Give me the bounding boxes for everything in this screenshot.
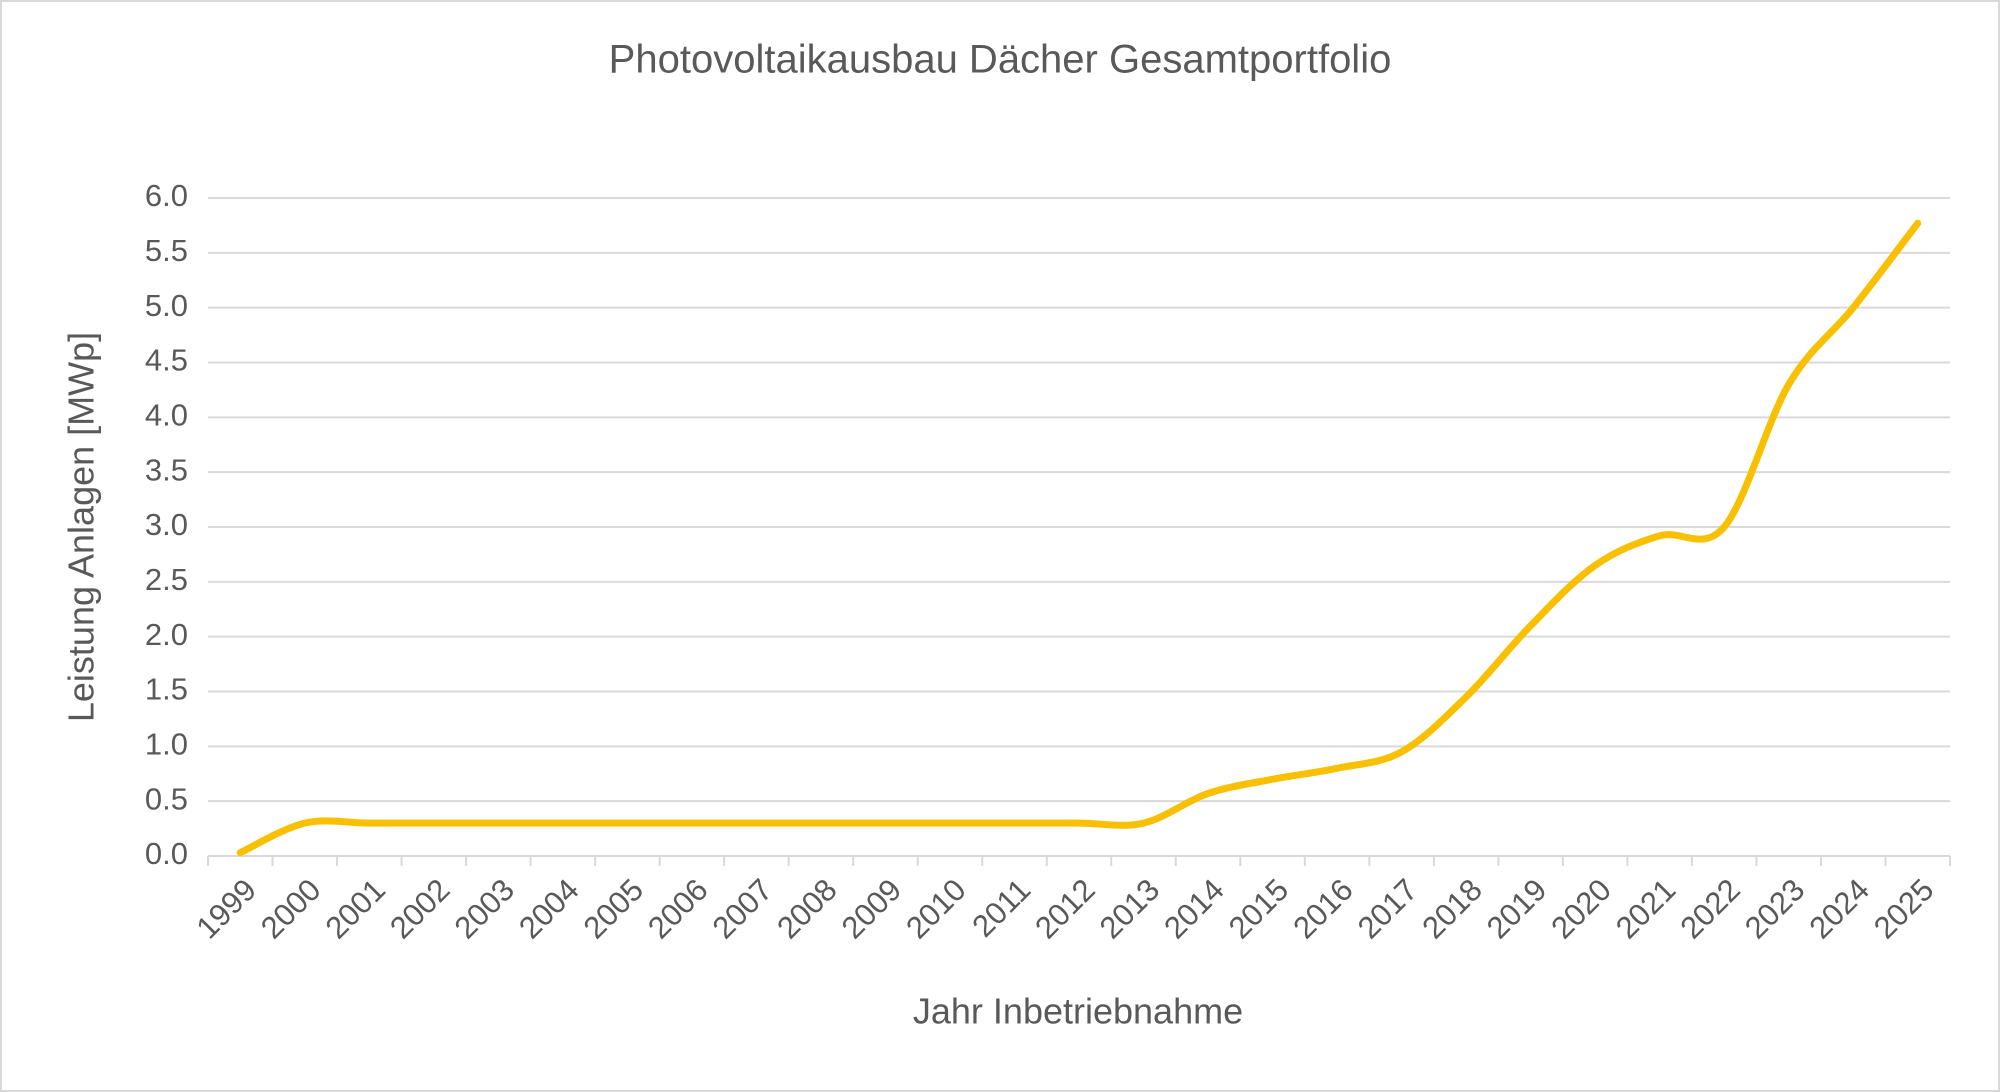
y-tick-label: 2.0 <box>145 617 188 652</box>
y-tick-label: 3.5 <box>145 452 188 487</box>
y-tick-label: 0.5 <box>145 781 188 816</box>
y-tick-label: 5.0 <box>145 288 188 323</box>
line-series <box>236 219 1922 857</box>
y-tick-label: 3.0 <box>145 507 188 542</box>
y-tick-label: 6.0 <box>145 178 188 213</box>
y-tick-label: 1.5 <box>145 672 188 707</box>
y-axis-title: Leistung Anlagen [MWp] <box>61 332 102 722</box>
x-axis-title: Jahr Inbetriebnahme <box>913 991 1243 1032</box>
y-tick-label: 1.0 <box>145 727 188 762</box>
y-tick-label: 2.5 <box>145 562 188 597</box>
y-tick-label: 5.5 <box>145 233 188 268</box>
y-tick-label: 4.0 <box>145 398 188 433</box>
y-tick-label: 0.0 <box>145 836 188 871</box>
y-tick-label: 4.5 <box>145 343 188 378</box>
chart-title: Photovoltaikausbau Dächer Gesamtportfoli… <box>609 38 1392 82</box>
